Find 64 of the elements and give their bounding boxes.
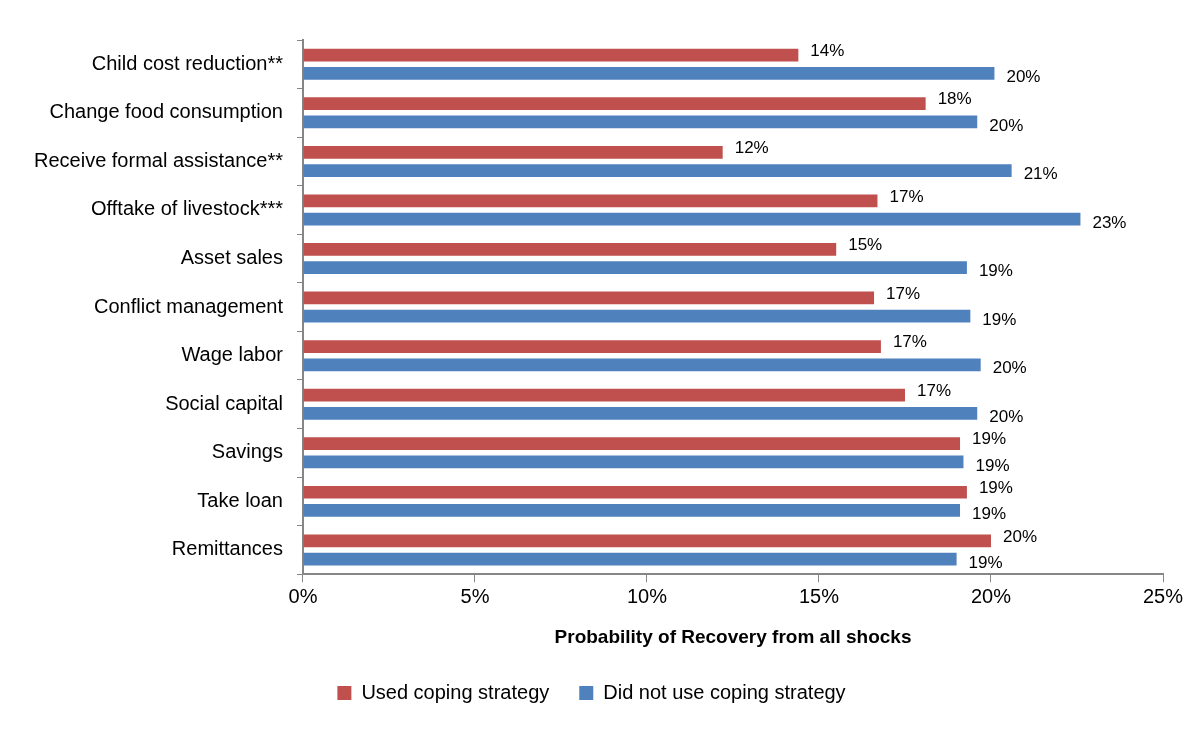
bar xyxy=(303,145,723,159)
bar xyxy=(303,340,881,353)
y-tick-label: Savings xyxy=(211,440,283,463)
y-tick-label: Remittances xyxy=(171,537,283,560)
data-label: 19% xyxy=(968,552,1003,572)
data-label: 17% xyxy=(917,380,952,400)
bar xyxy=(303,97,926,111)
bar xyxy=(303,309,971,323)
legend-label: Did not use coping strategy xyxy=(603,680,846,703)
bar xyxy=(303,194,878,208)
data-label: 17% xyxy=(889,186,924,206)
y-tick-label: Take loan xyxy=(197,488,283,511)
bar xyxy=(303,437,961,451)
data-label: 12% xyxy=(734,137,769,157)
data-label: 19% xyxy=(975,455,1010,475)
bar xyxy=(303,48,799,62)
y-tick-label: Conflict management xyxy=(94,294,284,317)
bar xyxy=(303,67,995,80)
bar xyxy=(303,485,967,499)
data-label: 21% xyxy=(1023,164,1058,184)
data-label: 15% xyxy=(848,235,883,255)
y-tick-label: Social capital xyxy=(165,391,283,414)
bar xyxy=(303,534,991,548)
data-label: 19% xyxy=(972,504,1007,524)
x-tick-label: 5% xyxy=(460,584,490,607)
data-label: 20% xyxy=(1003,526,1038,546)
legend-label: Used coping strategy xyxy=(361,680,550,703)
data-label: 19% xyxy=(972,429,1007,449)
bar xyxy=(303,243,837,256)
data-label: 20% xyxy=(989,115,1024,135)
y-tick-label: Child cost reduction** xyxy=(91,51,284,74)
data-label: 18% xyxy=(937,89,972,109)
x-tick-label: 20% xyxy=(970,584,1012,607)
x-tick-label: 15% xyxy=(798,584,840,607)
y-tick-label: Change food consumption xyxy=(49,100,283,123)
data-label: 19% xyxy=(978,477,1013,497)
bar xyxy=(303,455,964,469)
data-label: 23% xyxy=(1092,212,1127,232)
data-label: 14% xyxy=(810,40,845,60)
y-tick-label: Wage labor xyxy=(181,343,284,366)
data-label: 19% xyxy=(982,309,1017,329)
x-tick-label: 25% xyxy=(1142,584,1184,607)
bar xyxy=(303,212,1081,226)
x-tick-label: 10% xyxy=(626,584,668,607)
data-label: 20% xyxy=(1006,67,1041,87)
bar xyxy=(303,291,875,305)
y-tick-label: Receive formal assistance** xyxy=(33,148,284,171)
bar xyxy=(303,261,967,275)
data-label: 17% xyxy=(892,332,927,352)
data-label: 20% xyxy=(989,407,1024,427)
y-tick-label: Offtake of livestock*** xyxy=(91,197,284,220)
data-label: 17% xyxy=(886,283,921,303)
data-label: 19% xyxy=(978,261,1013,281)
bar xyxy=(303,552,957,566)
bar xyxy=(303,115,978,129)
bar xyxy=(303,406,978,420)
bar xyxy=(303,504,961,517)
bar xyxy=(303,388,905,402)
bar xyxy=(303,164,1012,177)
bar xyxy=(303,358,981,372)
data-label: 20% xyxy=(992,358,1027,378)
y-tick-label: Asset sales xyxy=(180,246,283,269)
x-tick-label: 0% xyxy=(288,584,318,607)
x-axis-title: Probability of Recovery from all shocks xyxy=(554,625,912,647)
